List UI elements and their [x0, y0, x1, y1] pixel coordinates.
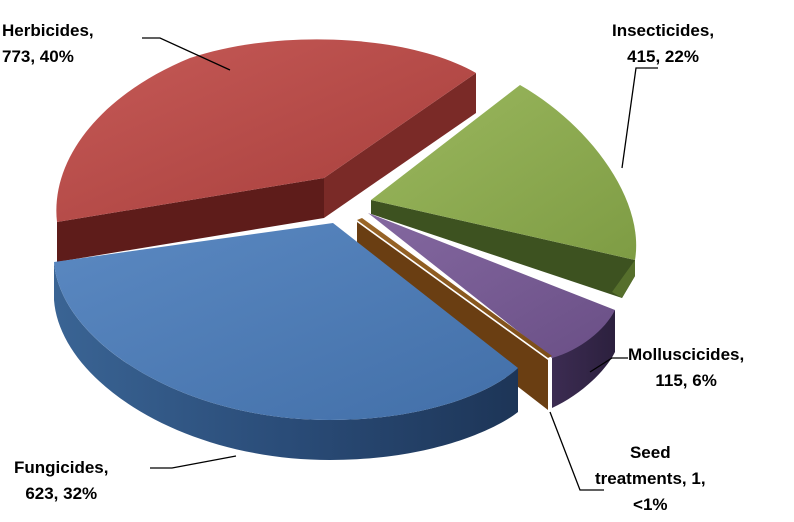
slice-molluscicides-side — [552, 310, 615, 408]
slice-fungicides-side — [54, 262, 518, 460]
label-molluscicides-line2: 115, 6% — [655, 371, 717, 390]
slice-molluscicides-top — [368, 213, 615, 358]
label-insecticides: Insecticides, 415, 22% — [612, 18, 714, 70]
slice-insecticides-side-right — [612, 260, 635, 298]
label-insecticides-line2: 415, 22% — [627, 47, 699, 66]
label-fungicides: Fungicides, 623, 32% — [14, 455, 108, 507]
slice-seed-treatments-top — [357, 218, 552, 358]
slice-insecticides-top — [371, 85, 637, 260]
slice-herbicides-top — [56, 39, 477, 222]
label-herbicides-line1: Herbicides, — [2, 21, 94, 40]
label-molluscicides-line1: Molluscicides, — [628, 345, 745, 364]
label-seed-treatments-line2: treatments, 1, — [595, 469, 706, 488]
leader-herbicides — [142, 37, 231, 71]
leader-seed-treatments — [549, 411, 604, 491]
label-herbicides: Herbicides, 773, 40% — [2, 18, 94, 70]
slice-insecticides — [371, 85, 637, 298]
label-herbicides-line2: 773, 40% — [2, 47, 74, 66]
slice-herbicides-side — [57, 178, 324, 262]
label-fungicides-line1: Fungicides, — [14, 458, 109, 477]
slice-fungicides-top — [54, 223, 518, 420]
slice-molluscicides — [368, 213, 615, 408]
slice-insecticides-side — [371, 200, 635, 298]
leader-fungicides — [150, 455, 237, 469]
leader-lines — [142, 37, 658, 491]
label-insecticides-line1: Insecticides, — [612, 21, 715, 40]
label-fungicides-line2: 623, 32% — [25, 484, 98, 503]
slice-herbicides-side-right — [324, 73, 476, 218]
label-seed-treatments-line1: Seed — [629, 443, 671, 462]
slice-fungicides — [54, 223, 518, 460]
label-seed-treatments: Seed treatments, 1, <1% — [595, 440, 706, 518]
slice-herbicides — [56, 39, 477, 262]
label-molluscicides: Molluscicides, 115, 6% — [628, 342, 744, 394]
leader-molluscicides — [589, 357, 628, 373]
leader-insecticides — [621, 67, 658, 169]
label-seed-treatments-line3: <1% — [633, 495, 668, 514]
